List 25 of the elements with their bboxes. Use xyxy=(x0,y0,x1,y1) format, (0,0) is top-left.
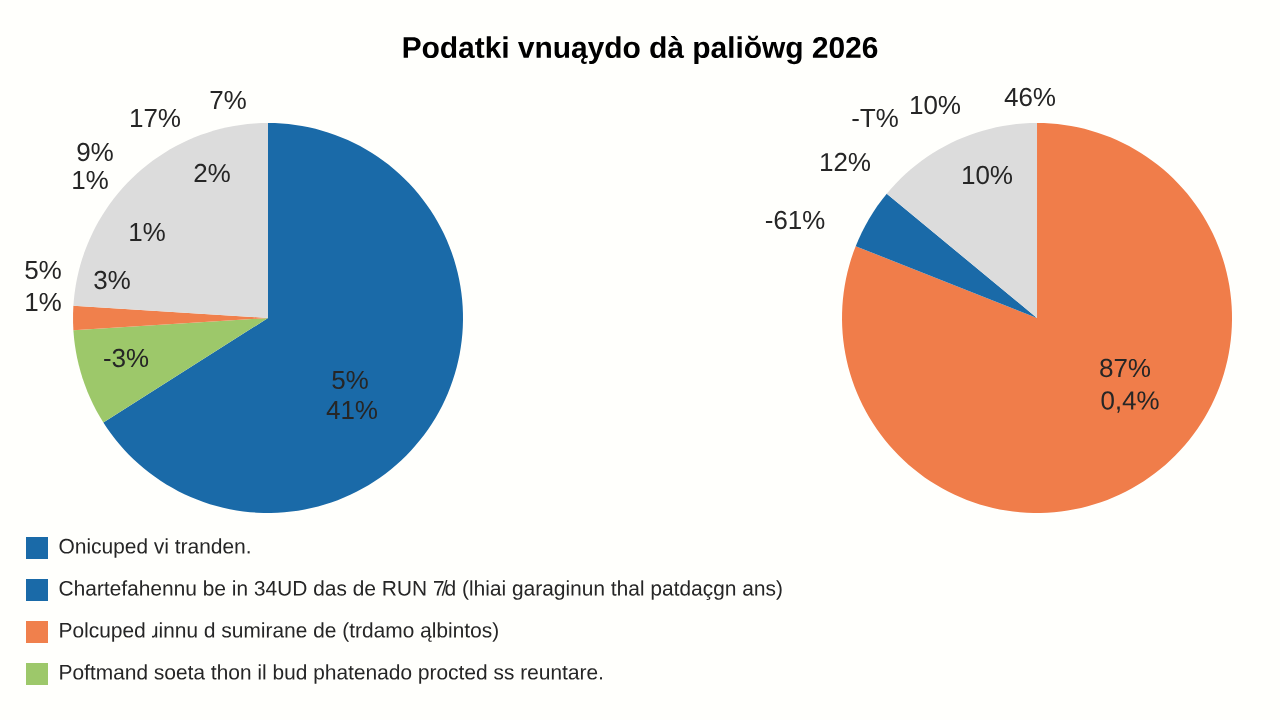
text: 46% xyxy=(1004,87,1055,107)
text: 3% xyxy=(94,270,130,290)
text: 10% xyxy=(911,95,960,115)
text: 1% xyxy=(73,170,108,190)
legend-label: Chartefahennu be in 34UD das de RUN 7̸d (lhiai garaginun thal patdaçgn ans) xyxy=(59,580,782,600)
text: 0,4% xyxy=(1101,391,1159,413)
text: 2% xyxy=(194,163,230,183)
text: 12% xyxy=(821,152,870,172)
text: 17% xyxy=(131,108,180,128)
legend-label: Polcuped ɹinnu d sumirane de (trdamo ąlbintos) xyxy=(60,622,498,642)
text: 5% xyxy=(332,370,368,390)
text: 1% xyxy=(130,222,165,242)
text: 41% xyxy=(326,400,377,420)
text: 7% xyxy=(210,90,246,110)
text: 9% xyxy=(77,142,113,162)
legend-label: Onicuped vi tranden. xyxy=(59,538,250,558)
text: 87% xyxy=(1100,358,1151,378)
text: -T% xyxy=(852,108,898,128)
text: -61% xyxy=(765,210,825,230)
chart-title: Podatki vnuąydo dà paliŏwg 2026 xyxy=(403,35,878,65)
text: 5% xyxy=(25,260,61,280)
legend-label: Poftmand soeta thon il bud phatenado procted ss reuntare. xyxy=(60,664,603,684)
text: 10% xyxy=(963,165,1012,185)
text: 1% xyxy=(26,292,61,312)
text: -3% xyxy=(104,348,149,368)
